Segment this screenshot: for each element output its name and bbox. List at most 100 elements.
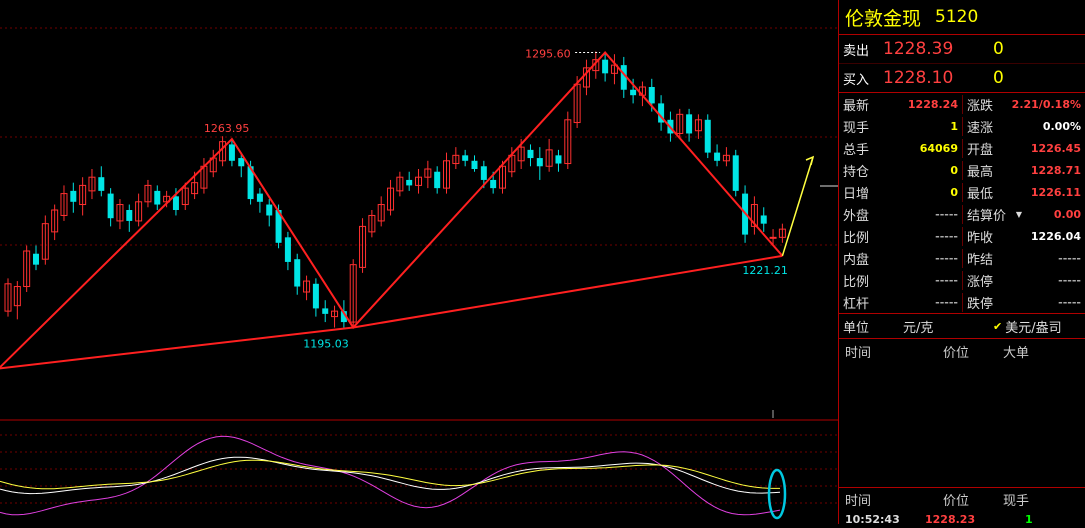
stats-row: 比例 ----- 昨收 1226.04 [839, 225, 1085, 247]
candle-body-up [41, 223, 49, 260]
stat-label: 最新 [843, 98, 870, 114]
stat-value: ----- [935, 273, 958, 287]
stats-row: 外盘 ----- 结算价 ▼ 0.00 [839, 203, 1085, 225]
candle-body-down [228, 144, 235, 161]
candle-body-up [769, 236, 777, 239]
stat-value: ----- [935, 207, 958, 221]
stat-label: 日增 [843, 186, 870, 202]
stat-value: ----- [935, 251, 958, 265]
stat-label: 外盘 [843, 208, 870, 224]
symbol-title: 伦敦金现 5120 [839, 0, 1085, 35]
candle-body-down [480, 166, 487, 180]
candle-body-up [191, 182, 199, 195]
candle-body-down [294, 259, 301, 287]
candle-body-up [349, 264, 357, 323]
stat-cell: 总手 64069 [839, 139, 962, 158]
stat-label: 现手 [843, 120, 870, 136]
candle-body-up [452, 154, 460, 165]
stat-cell: 最高 1228.71 [962, 160, 1085, 180]
stat-cell: 内盘 ----- [839, 249, 962, 268]
stat-cell: 外盘 ----- [839, 205, 962, 224]
unit-label: 单位 [843, 320, 870, 336]
unit-option-rmb[interactable]: 元/克 [903, 320, 934, 336]
stat-label: 涨跌 [967, 98, 994, 114]
candle-body-up [88, 176, 96, 192]
candle-body-down [247, 166, 254, 200]
stat-cell: 最新 1228.24 [839, 95, 962, 114]
trade-price: 1228.23 [925, 512, 976, 526]
candle-body-up [424, 168, 432, 178]
big-orders-section: 时间 价位 大单 [839, 340, 1085, 362]
candle-body-down [70, 190, 77, 202]
stat-label: 最低 [967, 186, 994, 202]
chevron-down-icon[interactable]: ▼ [1015, 209, 1023, 219]
stat-cell: 比例 ----- [839, 227, 962, 246]
stat-cell: 结算价 ▼ 0.00 [962, 204, 1085, 224]
candle-body-up [303, 280, 311, 293]
stat-cell: 现手 1 [839, 117, 962, 136]
candle-body-down [98, 177, 105, 191]
candle-body-down [620, 65, 627, 90]
candle-body-up [135, 201, 143, 222]
header-size: 大单 [1003, 345, 1030, 361]
candle-body-down [555, 155, 562, 164]
trades-header-price: 价位 [943, 493, 970, 509]
stat-value: 1228.24 [907, 97, 958, 111]
candle-body-down [284, 237, 291, 262]
candle-body-up [377, 204, 385, 222]
stat-label: 内盘 [843, 252, 870, 268]
header-time: 时间 [845, 345, 872, 361]
candle-body-up [676, 113, 684, 134]
stat-value: 64069 [919, 141, 958, 155]
candle-body-down [256, 193, 263, 202]
stat-label: 持仓 [843, 164, 870, 180]
stats-row: 杠杆 ----- 跌停 ----- [839, 291, 1085, 313]
stat-cell: 跌停 ----- [962, 292, 1085, 312]
trade-row: 10:52:43 1228.23 1 [839, 510, 1085, 528]
candle-body-up [23, 250, 31, 288]
candle-body-down [238, 158, 245, 167]
stat-cell: 涨跌 2.21/0.18% [962, 94, 1085, 114]
kline-chart-area[interactable]: 1263.95 1195.03 1295.60 1221.21 [0, 0, 838, 524]
stats-row: 现手 1 速涨 0.00% [839, 115, 1085, 137]
candle-body-up [750, 204, 758, 227]
stat-label: 结算价 [967, 208, 1007, 224]
unit-option-usd[interactable]: 美元/盎司 [1005, 320, 1062, 336]
stats-row: 总手 64069 开盘 1226.45 [839, 137, 1085, 159]
stats-row: 日增 0 最低 1226.11 [839, 181, 1085, 203]
stat-cell: 速涨 0.00% [962, 116, 1085, 136]
candle-body-up [331, 310, 339, 318]
trades-header-qty: 现手 [1003, 493, 1030, 509]
sell-label: 卖出 [843, 43, 870, 59]
symbol-code: 5120 [935, 7, 979, 27]
candle-body-up [722, 154, 730, 162]
candle-body-down [602, 59, 609, 74]
unit-row: 单位 元/克 ✔ 美元/盎司 [839, 313, 1085, 339]
candle-body-down [126, 210, 133, 221]
candle-body-down [312, 283, 319, 309]
candle-body-up [79, 184, 87, 206]
stat-value: 1226.04 [1030, 229, 1081, 243]
stats-row: 比例 ----- 涨停 ----- [839, 269, 1085, 291]
candle-body-down [275, 210, 282, 243]
kline-chart[interactable]: 1263.95 1195.03 1295.60 1221.21 [0, 0, 838, 524]
candle-body-up [60, 193, 68, 216]
stat-value: 0.00 [1053, 207, 1081, 221]
sell-price: 1228.39 [883, 39, 954, 59]
indicator-line-j [0, 459, 780, 490]
candle-body-down [322, 308, 329, 314]
candle-body-down [462, 155, 469, 161]
candle-body-up [545, 149, 553, 167]
candle-body-down [732, 155, 739, 191]
candle-body-down [490, 179, 497, 189]
indicator-line-d [0, 456, 781, 495]
stat-label: 涨停 [967, 274, 994, 290]
candle-body-up [443, 160, 451, 189]
big-orders-header: 时间 价位 大单 [839, 340, 1085, 362]
candle-body-up [359, 225, 367, 268]
stat-value: 0 [950, 163, 958, 177]
price-annotation: 1221.21 [742, 264, 788, 277]
candle-body-down [648, 87, 655, 104]
candle-body-down [32, 253, 39, 265]
stat-label: 跌停 [967, 296, 994, 312]
